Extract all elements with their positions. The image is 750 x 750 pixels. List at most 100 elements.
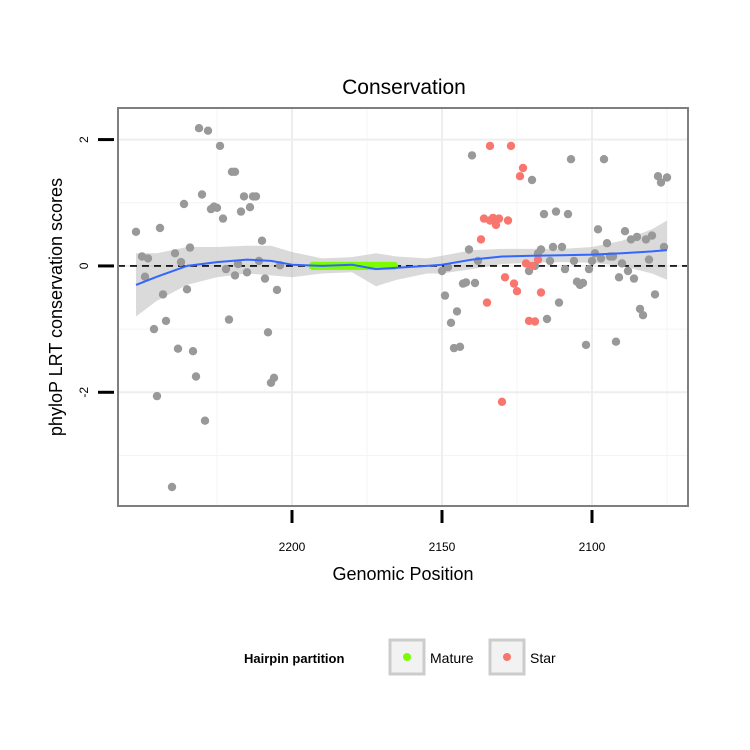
point-other	[161, 316, 171, 326]
point-other	[272, 285, 282, 295]
point-other	[614, 273, 624, 282]
point-other	[461, 278, 471, 287]
point-other	[230, 271, 240, 280]
y-axis: 2 0 -2	[77, 136, 114, 398]
point-other	[542, 314, 552, 324]
point-other	[641, 235, 651, 244]
point-other	[218, 214, 228, 223]
point-other	[212, 203, 222, 212]
panel-border	[117, 107, 689, 507]
point-other	[233, 259, 243, 269]
point-other	[545, 256, 555, 266]
point-other	[440, 291, 450, 300]
point-other	[584, 264, 594, 274]
point-other	[650, 290, 660, 299]
point-other	[566, 155, 576, 164]
point-other	[242, 268, 252, 277]
point-star	[476, 235, 486, 244]
point-star	[494, 214, 504, 223]
legend-swatch-star	[503, 653, 511, 661]
point-star	[530, 317, 540, 326]
point-other	[158, 290, 168, 299]
point-other	[179, 199, 189, 209]
point-other	[467, 151, 477, 160]
y-tick-label: -2	[77, 387, 91, 398]
point-other	[203, 126, 213, 135]
point-other	[602, 239, 612, 248]
plot-panel	[117, 107, 689, 507]
point-other	[548, 242, 558, 252]
x-tick-label: 2100	[579, 540, 606, 554]
point-star	[482, 298, 492, 307]
point-star	[518, 163, 528, 173]
point-other	[536, 245, 546, 254]
point-other	[131, 227, 141, 236]
point-other	[587, 256, 597, 266]
point-other	[557, 242, 567, 252]
point-other	[200, 416, 210, 425]
point-star	[512, 287, 522, 296]
point-other	[140, 272, 150, 281]
point-other	[554, 298, 564, 307]
point-other	[236, 207, 246, 216]
point-star	[491, 220, 501, 230]
point-other	[560, 264, 570, 274]
point-other	[230, 167, 240, 176]
point-other	[221, 264, 231, 274]
point-other	[149, 324, 159, 334]
point-other	[176, 257, 186, 267]
point-other	[596, 254, 606, 263]
point-other	[464, 245, 474, 254]
y-tick-label: 0	[77, 262, 91, 269]
point-other	[659, 242, 669, 252]
point-other	[185, 243, 195, 252]
point-other	[662, 173, 672, 182]
smooth-trend	[135, 249, 668, 286]
point-other	[470, 278, 480, 288]
point-other	[539, 209, 549, 219]
point-star	[509, 279, 519, 288]
panel-background	[118, 108, 688, 506]
point-other	[569, 256, 579, 266]
smooth-line	[135, 249, 668, 286]
y-axis-label: phyloP LRT conservation scores	[46, 178, 66, 436]
point-other	[563, 209, 573, 219]
point-star	[515, 172, 525, 181]
point-other	[653, 172, 663, 181]
point-other	[635, 304, 645, 314]
point-other	[182, 285, 192, 294]
point-other	[260, 274, 270, 283]
point-other	[527, 175, 537, 185]
point-other	[251, 192, 261, 201]
point-other	[191, 372, 201, 381]
point-other	[581, 340, 591, 350]
point-other	[452, 307, 462, 316]
point-other	[578, 278, 588, 288]
point-other	[629, 274, 639, 283]
point-other	[455, 342, 465, 351]
chart-title: Conservation	[342, 76, 466, 99]
point-other	[269, 373, 279, 382]
point-other	[443, 263, 453, 272]
point-other	[197, 190, 207, 199]
point-other	[638, 311, 648, 320]
point-other	[215, 141, 225, 151]
point-other	[167, 482, 177, 492]
x-axis-label: Genomic Position	[332, 564, 473, 584]
legend-swatch-mature	[403, 653, 411, 661]
point-other	[263, 328, 273, 337]
point-star	[500, 273, 510, 282]
point-other	[617, 259, 627, 268]
point-other	[437, 266, 447, 276]
point-other	[239, 192, 249, 201]
point-star	[527, 261, 537, 271]
point-other	[155, 223, 165, 233]
point-other	[224, 315, 234, 324]
point-other	[632, 232, 642, 242]
point-star	[506, 141, 516, 151]
legend: Hairpin partition Mature Star	[244, 638, 556, 676]
point-star	[536, 288, 546, 297]
point-other	[551, 207, 561, 216]
point-other	[656, 178, 666, 187]
